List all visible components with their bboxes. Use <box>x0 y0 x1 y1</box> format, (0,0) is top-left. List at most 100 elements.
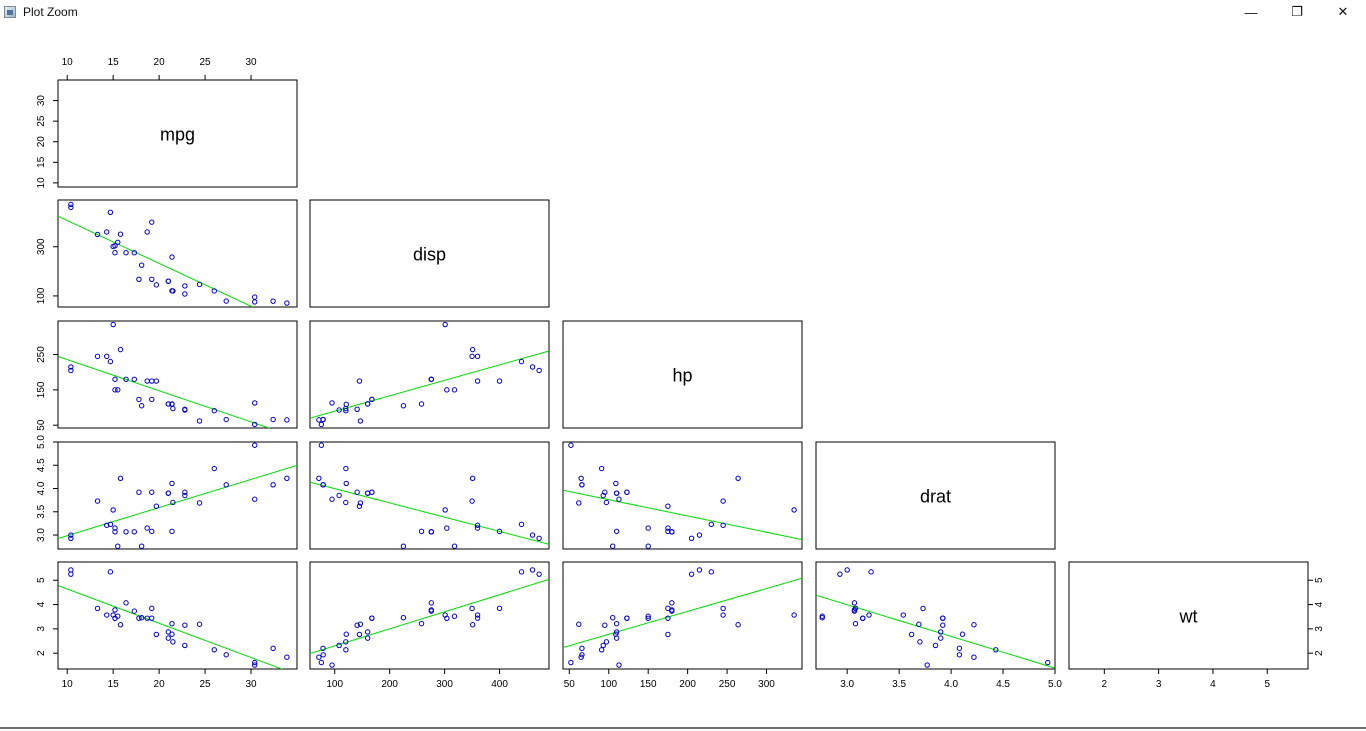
point-hp-vs-mpg <box>68 364 74 370</box>
point-drat-vs-disp <box>400 543 407 549</box>
point-drat-vs-disp <box>357 500 364 506</box>
panel-frame-wt-vs-mpg <box>57 561 298 670</box>
point-hp-vs-mpg <box>107 358 114 365</box>
point-wt-vs-drat <box>956 652 963 658</box>
point-wt-vs-disp <box>364 629 371 635</box>
point-drat-vs-disp <box>364 490 371 496</box>
point-wt-vs-hp <box>603 639 610 645</box>
point-hp-vs-disp <box>343 407 349 414</box>
bottom-tick-label-disp: 400 <box>491 679 508 690</box>
close-button[interactable]: ✕ <box>1320 0 1366 24</box>
panel-frame-wt-vs-drat <box>815 561 1056 670</box>
bottom-tick-label-wt: 2 <box>1102 679 1108 690</box>
left-tick-label-disp: 300 <box>36 238 47 255</box>
point-disp-vs-mpg <box>165 278 172 284</box>
point-wt-vs-hp <box>665 615 671 621</box>
point-drat-vs-disp <box>369 489 375 495</box>
point-disp-vs-mpg <box>153 282 160 288</box>
point-wt-vs-disp <box>356 631 363 638</box>
point-disp-vs-mpg <box>123 249 129 256</box>
point-hp-vs-mpg <box>165 401 172 407</box>
point-wt-vs-mpg <box>284 654 290 660</box>
point-wt-vs-hp <box>613 629 620 635</box>
point-wt-vs-disp <box>336 642 342 649</box>
point-wt-vs-drat <box>860 615 866 621</box>
point-drat-vs-hp <box>613 490 620 496</box>
point-wt-vs-drat <box>852 605 859 612</box>
point-drat-vs-disp <box>343 480 349 487</box>
point-wt-vs-hp <box>665 631 671 638</box>
point-wt-vs-mpg <box>68 567 74 573</box>
point-hp-vs-disp <box>536 367 542 374</box>
point-wt-vs-hp <box>720 612 726 618</box>
left-tick-label-hp: 250 <box>36 346 47 363</box>
panel-frame-drat-vs-drat <box>815 441 1056 550</box>
point-wt-vs-mpg <box>223 652 229 658</box>
point-drat-vs-disp <box>469 498 475 504</box>
point-drat-vs-mpg <box>94 498 101 504</box>
fit-line-wt-vs-drat <box>816 594 1055 669</box>
point-wt-vs-drat <box>868 569 874 575</box>
point-drat-vs-hp <box>665 525 671 531</box>
point-wt-vs-drat <box>924 662 930 668</box>
point-drat-vs-disp <box>536 535 542 541</box>
point-wt-vs-hp <box>576 621 582 627</box>
left-tick-label-mpg: 30 <box>36 95 47 107</box>
point-drat-vs-mpg <box>149 528 155 535</box>
point-hp-vs-mpg <box>149 396 155 403</box>
point-wt-vs-drat <box>851 600 858 606</box>
point-drat-vs-mpg <box>270 482 276 488</box>
point-drat-vs-disp <box>343 465 349 472</box>
point-drat-vs-mpg <box>182 489 188 495</box>
minimize-icon: — <box>1244 4 1258 20</box>
point-drat-vs-mpg <box>136 489 142 495</box>
point-hp-vs-disp <box>320 416 326 423</box>
point-wt-vs-disp <box>316 654 322 660</box>
point-hp-vs-disp <box>444 387 450 393</box>
point-hp-vs-mpg <box>110 321 116 328</box>
bottom-tick-label-hp: 50 <box>564 679 576 690</box>
minimize-button[interactable]: — <box>1228 0 1274 24</box>
point-wt-vs-mpg <box>117 622 124 628</box>
point-wt-vs-drat <box>844 567 850 573</box>
point-wt-vs-drat <box>971 622 977 628</box>
point-disp-vs-mpg <box>169 254 175 260</box>
point-wt-vs-disp <box>536 571 542 577</box>
top-tick-label-mpg: 10 <box>62 57 74 68</box>
point-wt-vs-drat <box>916 621 922 627</box>
point-hp-vs-mpg <box>169 401 175 408</box>
point-drat-vs-hp <box>568 442 574 448</box>
point-hp-vs-disp <box>469 346 476 353</box>
point-wt-vs-disp <box>451 613 458 619</box>
point-wt-vs-disp <box>320 645 326 652</box>
point-wt-vs-disp <box>357 621 364 627</box>
point-drat-vs-hp <box>603 499 610 506</box>
panel-frame-drat-vs-hp <box>562 441 803 550</box>
point-drat-vs-hp <box>791 507 797 513</box>
point-wt-vs-mpg <box>252 659 258 666</box>
point-drat-vs-disp <box>329 496 335 502</box>
restore-icon: ❐ <box>1291 4 1303 19</box>
point-wt-vs-disp <box>529 567 536 573</box>
point-hp-vs-disp <box>474 378 481 384</box>
bottom-tick-label-drat: 4.0 <box>944 679 958 690</box>
point-hp-vs-mpg <box>104 353 110 360</box>
point-wt-vs-disp <box>428 607 435 613</box>
point-drat-vs-disp <box>529 532 536 538</box>
point-hp-vs-disp <box>469 353 475 360</box>
restore-button[interactable]: ❐ <box>1274 0 1320 24</box>
bottom-tick-label-wt: 5 <box>1264 679 1270 690</box>
point-drat-vs-mpg <box>149 489 155 495</box>
point-wt-vs-hp <box>669 600 675 606</box>
close-icon: ✕ <box>1337 4 1349 19</box>
point-wt-vs-disp <box>442 612 448 618</box>
point-wt-vs-disp <box>343 631 349 637</box>
point-wt-vs-drat <box>908 631 915 638</box>
point-drat-vs-mpg <box>223 482 229 488</box>
panel-frame-drat-vs-disp <box>309 441 550 550</box>
point-drat-vs-hp <box>576 500 582 506</box>
point-hp-vs-disp <box>518 358 525 365</box>
point-wt-vs-hp <box>616 662 622 668</box>
point-disp-vs-mpg <box>112 249 118 256</box>
left-tick-label-drat: 3.0 <box>36 528 47 542</box>
